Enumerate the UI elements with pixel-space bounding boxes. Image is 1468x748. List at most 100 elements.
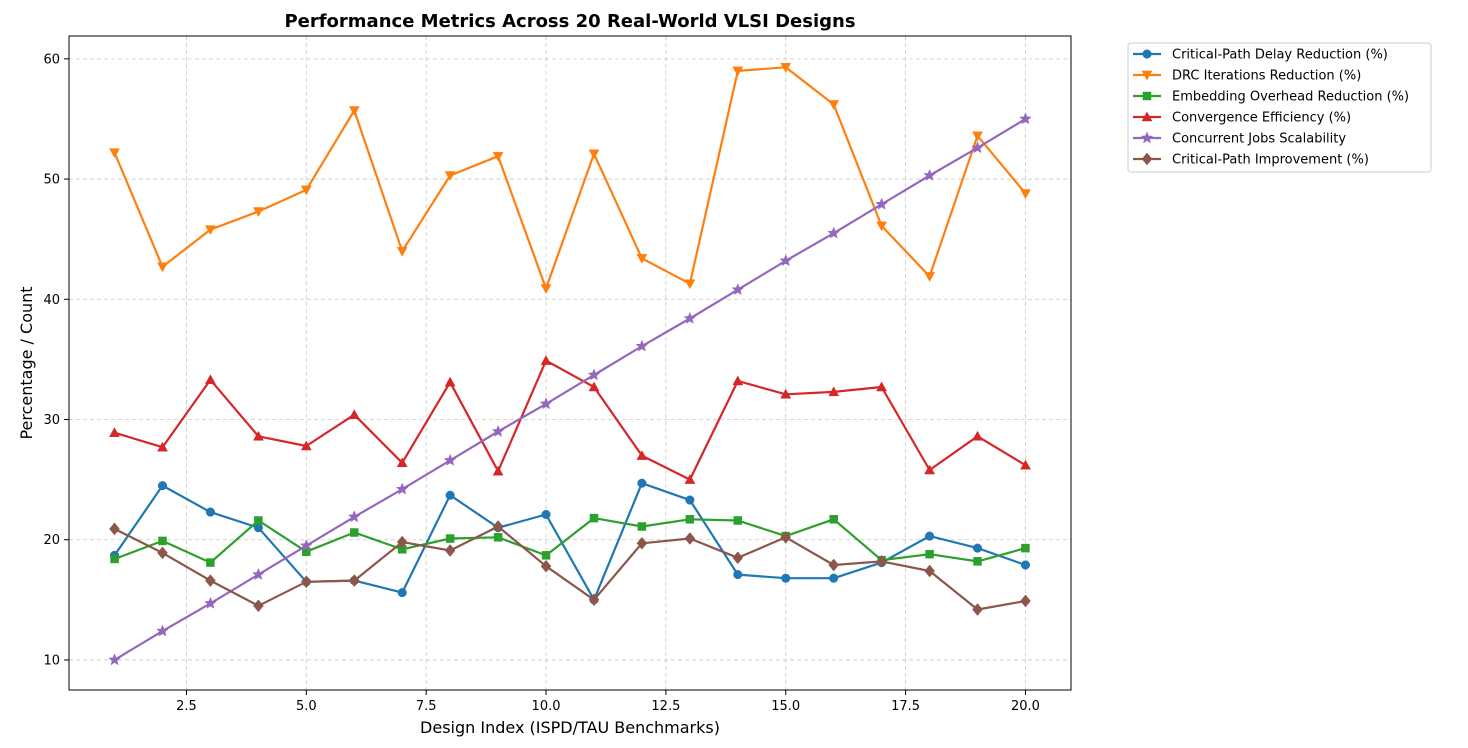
- data-point: [204, 374, 216, 385]
- x-tick-label: 10.0: [532, 699, 561, 714]
- data-point: [110, 554, 119, 564]
- data-point: [588, 149, 600, 160]
- data-point: [924, 464, 936, 475]
- data-point: [491, 424, 505, 437]
- legend-item: Embedding Overhead Reduction (%): [1133, 90, 1409, 105]
- data-point: [444, 544, 456, 557]
- x-tick-label: 2.5: [176, 699, 197, 714]
- series-line: [113, 66, 1027, 290]
- data-point: [1020, 560, 1031, 570]
- data-point: [733, 516, 743, 525]
- data-point: [396, 246, 408, 257]
- legend-frame: [1127, 42, 1432, 173]
- data-point: [157, 481, 168, 491]
- chart-title: Performance Metrics Across 20 Real-World…: [284, 11, 855, 32]
- x-tick-label: 20.0: [1011, 699, 1040, 714]
- data-point: [348, 409, 360, 419]
- data-point: [109, 427, 120, 437]
- data-point: [492, 151, 504, 162]
- data-point: [252, 430, 264, 441]
- data-point: [589, 513, 599, 523]
- data-point: [157, 441, 168, 452]
- data-point: [973, 557, 982, 566]
- series-line: [114, 525, 1026, 611]
- data-point: [205, 574, 216, 587]
- x-tick-label: 5.0: [296, 699, 317, 714]
- legend-marker: [1141, 70, 1153, 81]
- legend-item: Critical-Path Improvement (%): [1133, 153, 1369, 168]
- series-layer: [108, 63, 1032, 666]
- data-point: [204, 596, 217, 609]
- data-point: [636, 254, 648, 264]
- legend: Critical-Path Delay Reduction (%) DRC Ite…: [1127, 42, 1432, 173]
- legend-marker: [1141, 152, 1153, 166]
- data-point: [493, 533, 503, 542]
- data-point: [732, 375, 744, 386]
- data-point: [636, 450, 648, 460]
- legend-label: Embedding Overhead Reduction (%): [1172, 90, 1409, 105]
- legend-label: DRC Iterations Reduction (%): [1172, 69, 1361, 84]
- data-point: [444, 171, 456, 182]
- data-point: [587, 368, 601, 381]
- series-6: [109, 520, 1031, 616]
- data-point: [780, 63, 792, 73]
- y-tick-label: 20: [43, 533, 60, 548]
- data-point: [540, 559, 552, 573]
- data-point: [636, 536, 648, 550]
- series-4: [109, 355, 1031, 484]
- data-point: [492, 520, 504, 533]
- legend-item: Convergence Efficiency (%): [1133, 111, 1351, 126]
- data-point: [1020, 189, 1031, 200]
- data-point: [157, 546, 168, 560]
- data-point: [300, 185, 312, 196]
- grid-lines: [69, 36, 1071, 690]
- x-tick-label: 12.5: [651, 699, 680, 714]
- data-point: [732, 551, 744, 565]
- data-point: [733, 570, 743, 580]
- data-point: [972, 430, 983, 441]
- data-point: [781, 573, 791, 583]
- data-point: [397, 588, 407, 598]
- legend-label: Convergence Efficiency (%): [1172, 111, 1351, 126]
- data-point: [541, 509, 551, 520]
- data-point: [637, 522, 647, 531]
- data-point: [300, 575, 312, 589]
- data-point: [299, 539, 313, 552]
- data-point: [635, 339, 649, 352]
- data-point: [780, 530, 792, 544]
- data-point: [683, 311, 697, 324]
- data-point: [828, 100, 840, 111]
- data-point: [204, 225, 216, 236]
- data-point: [684, 474, 696, 484]
- data-point: [205, 507, 215, 517]
- data-point: [158, 536, 167, 546]
- legend-marker: [1142, 49, 1152, 59]
- x-axis-title: Design Index (ISPD/TAU Benchmarks): [420, 718, 720, 737]
- y-axis-title: Percentage / Count: [17, 286, 36, 439]
- data-point: [925, 531, 935, 541]
- data-point: [829, 515, 838, 524]
- y-tick-label: 10: [43, 653, 60, 668]
- legend-marker: [1140, 131, 1154, 144]
- data-point: [685, 515, 695, 524]
- data-point: [827, 226, 841, 239]
- x-tick-label: 15.0: [771, 699, 800, 714]
- data-point: [972, 543, 983, 553]
- data-point: [445, 490, 455, 500]
- series-line: [114, 359, 1027, 481]
- data-point: [924, 272, 936, 282]
- data-point: [253, 599, 264, 613]
- data-point: [348, 574, 360, 587]
- data-point: [350, 528, 359, 537]
- data-point: [445, 534, 455, 543]
- data-point: [254, 516, 263, 525]
- data-point: [731, 283, 745, 296]
- series-line: [114, 517, 1026, 564]
- data-point: [444, 376, 456, 387]
- legend-label: Critical-Path Improvement (%): [1172, 153, 1369, 168]
- data-point: [252, 567, 265, 580]
- series-5: [108, 112, 1032, 666]
- data-point: [396, 535, 408, 549]
- data-point: [539, 397, 553, 410]
